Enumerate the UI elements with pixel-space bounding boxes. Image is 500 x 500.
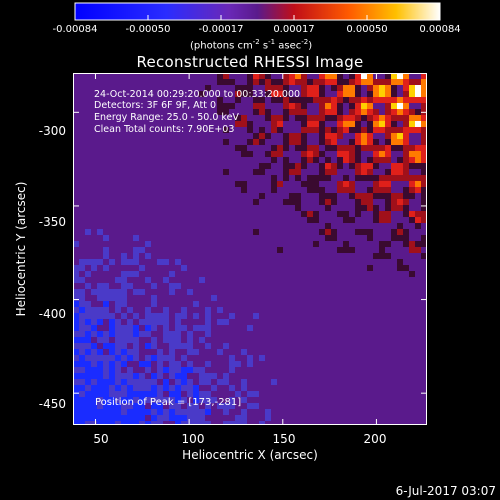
image-title: Reconstructed RHESSI Image [136,53,364,71]
x-tick-label: 100 [181,432,205,446]
colorbar-tick-label: -0.00084 [52,24,98,35]
rhessi-image-canvas [73,73,427,425]
y-tick-label: -350 [38,215,66,229]
colorbar-tick-label: 0.00084 [419,24,461,35]
y-axis-label: Heliocentric Y (arcsec) [14,181,28,317]
info-detectors: Detectors: 3F 6F 9F, Att 0 [94,100,217,111]
y-tick-label: -400 [38,307,66,321]
colorbar-units: (photons cm-2 s-1 asec-2) [190,38,313,52]
y-tick-label: -450 [38,397,66,411]
x-axis-label: Heliocentric X (arcsec) [182,448,318,462]
info-total-counts: Clean Total counts: 7.90E+03 [94,124,235,135]
info-energy-range: Energy Range: 25.0 - 50.0 keV [94,112,239,123]
colorbar-tick-label: 0.00017 [273,24,315,35]
x-tick-label: 50 [93,432,109,446]
colorbar-gradient [74,2,441,21]
info-time-range: 24-Oct-2014 00:29:20.000 to 00:33:20.000 [94,89,301,100]
plot-datestamp: 6-Jul-2017 03:07 [395,484,496,498]
peak-position: Position of Peak = [173,-281] [95,397,242,408]
rhessi-image [73,73,427,425]
colorbar-tick-label: -0.00050 [125,24,171,35]
x-tick-label: 200 [363,432,387,446]
colorbar-tick-label: 0.00050 [346,24,388,35]
colorbar [74,2,441,21]
x-tick-label: 150 [272,432,296,446]
plot-frame [73,73,427,425]
colorbar-tick-label: -0.00017 [198,24,244,35]
y-tick-label: -300 [38,124,66,138]
